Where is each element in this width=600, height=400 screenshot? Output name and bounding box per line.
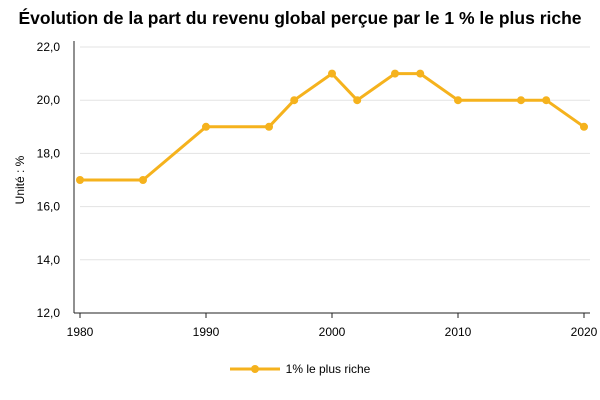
x-tick-label: 2010 xyxy=(445,325,472,339)
x-tick-labels: 1980 1990 2000 2010 2020 xyxy=(67,325,598,339)
x-tick-label: 1990 xyxy=(193,325,220,339)
data-point[interactable] xyxy=(202,122,210,131)
data-point[interactable] xyxy=(542,96,551,105)
data-point[interactable] xyxy=(139,176,147,184)
data-point[interactable] xyxy=(580,122,588,131)
data-point[interactable] xyxy=(328,69,336,78)
data-point[interactable] xyxy=(290,96,299,105)
y-tick-label: 18,0 xyxy=(37,146,61,160)
legend-label: 1% le plus riche xyxy=(285,362,371,376)
series-line xyxy=(80,72,585,182)
data-point[interactable] xyxy=(265,122,273,131)
data-point[interactable] xyxy=(76,176,84,184)
y-tick-label: 20,0 xyxy=(37,93,61,107)
data-point[interactable] xyxy=(517,96,525,105)
y-tick-label: 14,0 xyxy=(37,253,61,267)
x-tick-label: 1980 xyxy=(67,325,94,339)
chart-title: Évolution de la part du revenu global pe… xyxy=(18,8,582,28)
data-point[interactable] xyxy=(391,69,399,78)
y-tick-label: 22,0 xyxy=(37,40,61,54)
y-axis-label: Unité : % xyxy=(13,155,27,204)
x-tick-label: 2020 xyxy=(571,325,598,339)
data-point[interactable] xyxy=(416,69,425,78)
axes xyxy=(73,41,590,318)
y-tick-label: 16,0 xyxy=(37,200,61,214)
legend-line-marker-icon xyxy=(229,365,280,373)
data-point[interactable] xyxy=(454,96,462,105)
series-layer xyxy=(76,69,588,184)
x-tick-label: 2000 xyxy=(319,325,346,339)
y-tick-label: 12,0 xyxy=(37,306,61,320)
legend[interactable]: 1% le plus riche xyxy=(0,362,600,378)
data-point[interactable] xyxy=(353,96,362,105)
y-tick-labels: 12,0 14,0 16,0 18,0 20,0 22,0 xyxy=(37,40,61,320)
